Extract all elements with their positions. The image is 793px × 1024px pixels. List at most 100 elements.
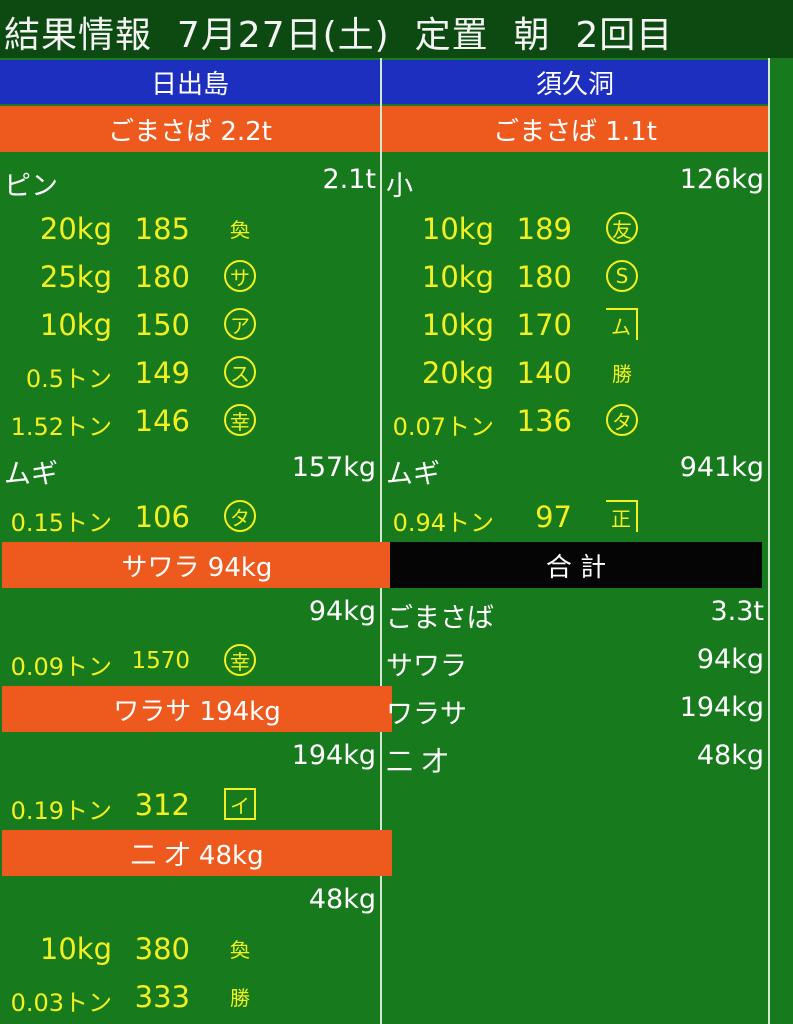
unit-price: 149 [134, 356, 190, 390]
detail-row: 10kg 170 ム [382, 300, 768, 348]
unit-price: 146 [134, 404, 190, 438]
species-total: 157kg [291, 452, 376, 483]
detail-row: 0.19トン 312 イ [0, 780, 380, 828]
buyer-mark-icon: 奐 [230, 217, 250, 242]
title-bar: 結果情報 7月27日(土) 定置 朝 2回目 [0, 0, 793, 58]
lot-weight: 0.07トン [392, 413, 494, 441]
buyer-mark-icon: 勝 [612, 361, 632, 386]
lot-weight: 25kg [39, 260, 112, 294]
unit-price: 97 [535, 500, 572, 534]
species-label: ムギ [4, 459, 58, 490]
lot-weight: 0.5トン [25, 365, 112, 393]
area-column-right: 須久洞 ごまさば 1.1t 小 126kg 10kg 189 友 10kg 180 S 10kg 1… [382, 58, 770, 1024]
detail-row: 10kg 150 ア [0, 300, 380, 348]
lot-weight: 0.19トン [10, 797, 112, 825]
buyer-mark-icon: 正 [606, 500, 638, 532]
subtotal-row: 94kg [0, 588, 380, 636]
species-total: 48kg [308, 884, 376, 915]
detail-row: 10kg 180 S [382, 252, 768, 300]
species-total: 194kg [679, 692, 764, 723]
species-label: サワラ [386, 651, 467, 682]
catch-bar: ワラサ 194kg [2, 686, 392, 732]
buyer-mark-icon: 勝 [230, 985, 250, 1010]
lot-weight: 1.52トン [10, 413, 112, 441]
detail-row: 20kg 140 勝 [382, 348, 768, 396]
unit-price: 170 [516, 308, 572, 342]
subtotal-row: 48kg [0, 876, 380, 924]
unit-price: 180 [516, 260, 572, 294]
species-label: ワラサ [386, 699, 467, 730]
unit-price: 189 [516, 212, 572, 246]
area-header: 須久洞 [382, 60, 768, 104]
species-row: 小 126kg [382, 156, 768, 204]
lot-weight: 0.09トン [10, 653, 112, 681]
species-total: 94kg [308, 596, 376, 627]
total-bar: 合 計 [390, 542, 762, 588]
lot-weight: 10kg [39, 932, 112, 966]
detail-row: 0.09トン 1570 幸 [0, 636, 380, 684]
species-row: 二 才 48kg [382, 732, 768, 780]
buyer-mark-icon: ス [224, 356, 256, 388]
species-row: ごまさば 3.3t [382, 588, 768, 636]
detail-row: 10kg 189 友 [382, 204, 768, 252]
unit-price: 380 [134, 932, 190, 966]
species-row: ムギ 941kg [382, 444, 768, 492]
species-total: 48kg [696, 740, 764, 771]
species-label: 二 才 [386, 747, 449, 778]
lot-weight: 10kg [421, 260, 494, 294]
unit-price: 312 [134, 788, 190, 822]
catch-bar: サワラ 94kg [2, 542, 392, 588]
buyer-mark-icon: ム [606, 308, 638, 340]
species-row: サワラ 94kg [382, 636, 768, 684]
detail-row: 0.94トン 97 正 [382, 492, 768, 540]
lot-weight: 20kg [421, 356, 494, 390]
species-total: 3.3t [710, 596, 764, 627]
unit-price: 136 [516, 404, 572, 438]
detail-row: 25kg 180 サ [0, 252, 380, 300]
species-row: ワラサ 194kg [382, 684, 768, 732]
detail-row: 0.03トン 333 勝 [0, 972, 380, 1020]
lot-weight: 10kg [421, 212, 494, 246]
detail-row: 0.07トン 136 タ [382, 396, 768, 444]
detail-row: 0.5トン 149 ス [0, 348, 380, 396]
subtotal-row: 194kg [0, 732, 380, 780]
species-row: ムギ 157kg [0, 444, 380, 492]
unit-price: 185 [134, 212, 190, 246]
buyer-mark-icon: イ [224, 788, 256, 820]
buyer-mark-icon: タ [224, 500, 256, 532]
unit-price: 106 [134, 500, 190, 534]
detail-row: 1.52トン 146 幸 [0, 396, 380, 444]
catch-bar: 二 才 48kg [2, 830, 392, 876]
species-total: 2.1t [322, 164, 376, 195]
species-total: 941kg [679, 452, 764, 483]
lot-weight: 20kg [39, 212, 112, 246]
species-total: 194kg [291, 740, 376, 771]
buyer-mark-icon: サ [224, 260, 256, 292]
catch-bar: ごまさば 2.2t [0, 106, 380, 152]
unit-price: 1570 [131, 648, 190, 674]
species-label: ムギ [386, 459, 440, 490]
species-label: ごまさば [386, 603, 494, 634]
lot-weight: 0.94トン [392, 509, 494, 537]
unit-price: 180 [134, 260, 190, 294]
buyer-mark-icon: S [606, 260, 638, 292]
catch-bar: ごまさば 1.1t [382, 106, 768, 152]
detail-row: 20kg 185 奐 [0, 204, 380, 252]
lot-weight: 0.15トン [10, 509, 112, 537]
detail-row: 10kg 380 奐 [0, 924, 380, 972]
unit-price: 140 [516, 356, 572, 390]
unit-price: 333 [134, 980, 190, 1014]
species-total: 94kg [696, 644, 764, 675]
area-header: 日出島 [0, 60, 380, 104]
buyer-mark-icon: 幸 [224, 404, 256, 436]
species-row: ピン 2.1t [0, 156, 380, 204]
buyer-mark-icon: 友 [606, 212, 638, 244]
unit-price: 150 [134, 308, 190, 342]
lot-weight: 0.03トン [10, 989, 112, 1017]
species-total: 126kg [679, 164, 764, 195]
detail-row: 0.15トン 106 タ [0, 492, 380, 540]
page-title: 結果情報 7月27日(土) 定置 朝 2回目 [4, 15, 674, 56]
species-label: 小 [386, 171, 413, 202]
lot-weight: 10kg [421, 308, 494, 342]
buyer-mark-icon: 奐 [230, 937, 250, 962]
